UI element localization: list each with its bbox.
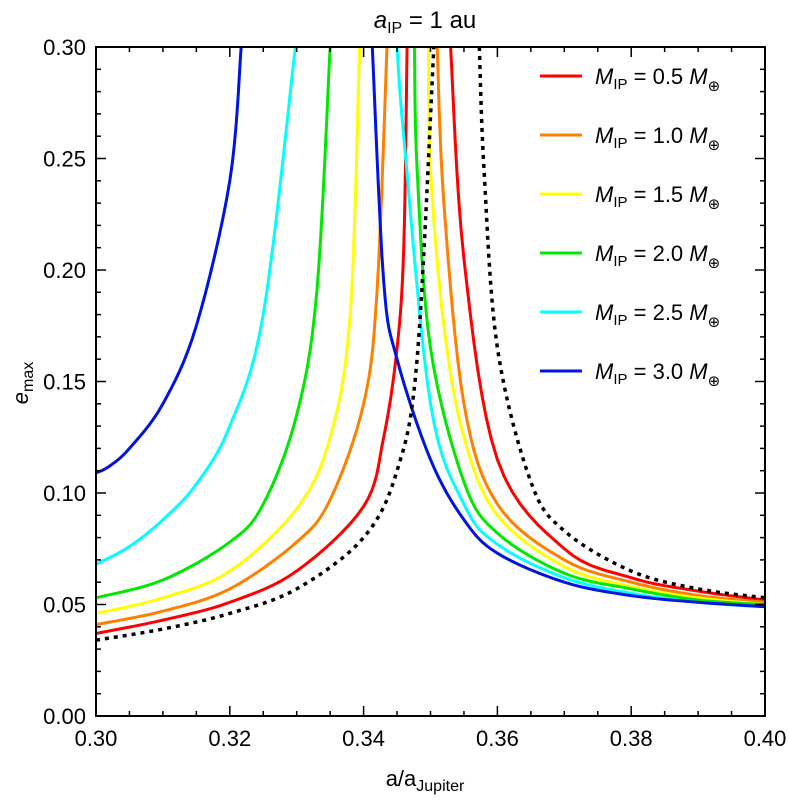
- y-axis-label-sub: max: [20, 362, 37, 392]
- x-tick-label: 0.34: [342, 726, 385, 751]
- series-line: [96, 47, 409, 635]
- legend-entry: MIP = 0.5 M⊕: [595, 64, 720, 95]
- series-line: [370, 47, 765, 609]
- y-tick-label: 0.05: [43, 593, 86, 618]
- y-tick-label: 0.15: [43, 370, 86, 395]
- series-line: [96, 47, 389, 627]
- y-axis-label: emax: [8, 362, 37, 404]
- x-tick-label: 0.36: [476, 726, 519, 751]
- series-line: [96, 47, 332, 600]
- y-tick-label: 0.30: [43, 35, 86, 60]
- legend-entry: MIP = 1.5 M⊕: [595, 182, 720, 213]
- chart-title-var: a: [374, 7, 387, 34]
- axis-tick-labels: 0.30 0.32 0.34 0.36 0.38 0.40 0.00 0.05 0.10 0.15…: [43, 35, 786, 751]
- plot-frame: [95, 46, 766, 717]
- chart-title: aIP = 1 au: [374, 7, 477, 37]
- x-axis-label-main: a/a: [386, 766, 417, 791]
- series-group: [96, 47, 765, 642]
- series-line: [449, 47, 765, 602]
- series-line: [435, 47, 765, 604]
- legend-entry: MIP = 3.0 M⊕: [595, 359, 720, 390]
- x-tick-label: 0.32: [208, 726, 251, 751]
- x-tick-label: 0.40: [744, 726, 787, 751]
- legend-entry: MIP = 1.0 M⊕: [595, 123, 720, 154]
- y-tick-label: 0.20: [43, 258, 86, 283]
- y-tick-label: 0.25: [43, 147, 86, 172]
- series-line: [96, 47, 436, 642]
- y-axis-label-main: e: [8, 392, 33, 404]
- y-tick-label: 0.10: [43, 481, 86, 506]
- series-line: [412, 47, 765, 606]
- x-tick-label: 0.38: [610, 726, 653, 751]
- chart-title-sub: IP: [387, 20, 402, 37]
- series-line: [426, 47, 765, 606]
- legend-entry: MIP = 2.0 M⊕: [595, 241, 720, 272]
- x-axis-label-sub: Jupiter: [416, 778, 465, 795]
- legend: MIP = 0.5 M⊕ MIP = 1.0 M⊕ MIP = 1.5 M⊕ MIP …: [540, 64, 720, 390]
- series-line: [96, 47, 243, 475]
- series-line: [96, 47, 362, 615]
- series-line: [96, 47, 297, 566]
- x-tick-label: 0.30: [75, 726, 118, 751]
- y-tick-label: 0.00: [43, 704, 86, 729]
- x-axis-label: a/aJupiter: [386, 766, 465, 795]
- legend-entry: MIP = 2.5 M⊕: [595, 300, 720, 331]
- chart-title-rest: = 1 au: [402, 7, 476, 34]
